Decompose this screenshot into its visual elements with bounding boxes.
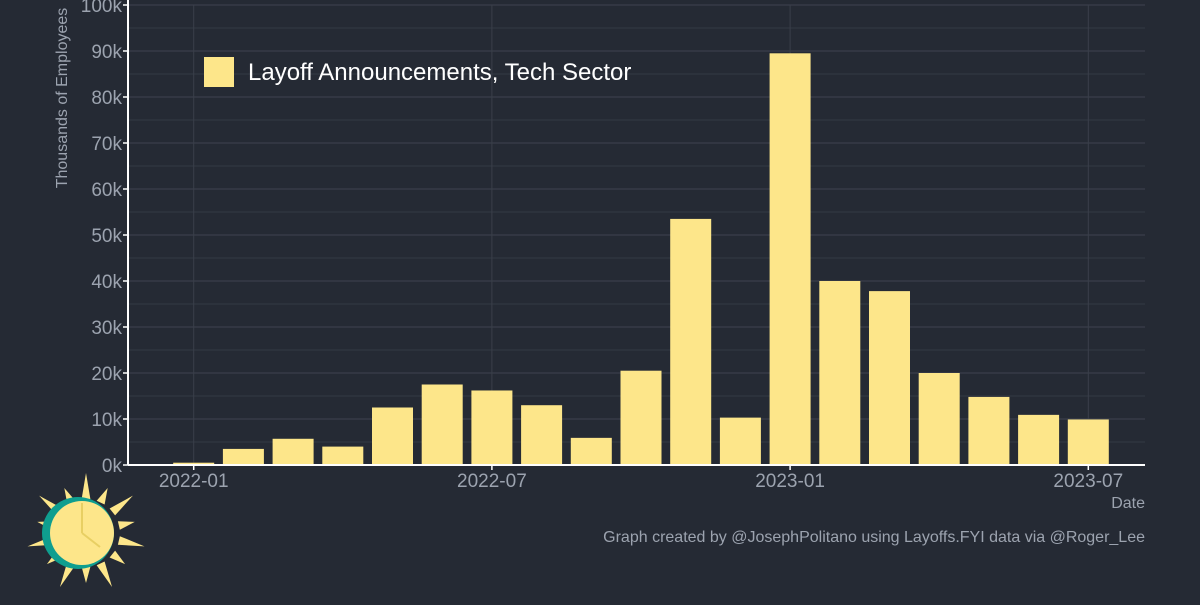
bar: [968, 396, 1010, 465]
sun-ray: [109, 495, 133, 516]
bar: [372, 407, 413, 465]
bar: [570, 437, 612, 465]
y-tick-label: 60k: [91, 180, 122, 201]
sun-logo-icon: [27, 473, 145, 588]
sun-ray: [96, 561, 113, 588]
legend-swatch: [204, 57, 234, 87]
sun-ray: [81, 566, 91, 583]
bar: [173, 462, 215, 465]
y-axis-label: Thousands of Employees: [54, 8, 71, 189]
bar: [322, 446, 364, 465]
bar: [819, 281, 861, 465]
bar: [471, 390, 513, 465]
bar: [421, 384, 463, 465]
sun-ray: [117, 536, 145, 547]
sun-ray: [96, 487, 108, 505]
bars-layer: [173, 53, 1109, 466]
logo-clock-hand: [81, 503, 101, 548]
y-tick-label: 70k: [91, 134, 122, 155]
y-tick-label: 100k: [81, 0, 123, 17]
bar: [1018, 414, 1060, 465]
sun-ray: [109, 550, 126, 565]
y-tick-label: 0k: [102, 456, 123, 477]
bar: [620, 370, 662, 465]
bar: [869, 291, 910, 465]
legend-label: Layoff Announcements, Tech Sector: [248, 59, 631, 86]
grid-layer: [128, 4, 1145, 466]
bar: [222, 448, 264, 465]
sun-ray: [117, 521, 135, 530]
y-tick-label: 80k: [91, 88, 122, 109]
x-tick-label: 2022-07: [457, 471, 527, 492]
y-tick-label: 90k: [91, 42, 122, 63]
labels-layer: 0k 10k 20k 30k 40k 50k 60k 70k 80k 90k 100k 2022-01…: [81, 0, 1123, 492]
y-tick-label: 40k: [91, 272, 122, 293]
x-tick-label: 2022-01: [159, 471, 229, 492]
bar: [272, 438, 314, 465]
credit-annotation: Graph created by @JosephPolitano using L…: [603, 529, 1145, 546]
x-tick-label: 2023-01: [755, 471, 825, 492]
bar: [918, 373, 960, 465]
x-tick-label: 2023-07: [1053, 471, 1123, 492]
bar: [670, 218, 712, 465]
axes-layer: [123, 0, 1145, 470]
bar: [719, 417, 761, 465]
legend: Layoff Announcements, Tech Sector: [204, 57, 631, 87]
bar: [521, 405, 563, 465]
bar: [769, 53, 811, 466]
y-tick-label: 50k: [91, 226, 122, 247]
y-tick-label: 20k: [91, 364, 122, 385]
y-tick-label: 30k: [91, 318, 122, 339]
x-axis-label: Date: [1111, 495, 1145, 512]
sun-ray: [81, 473, 91, 500]
y-tick-label: 10k: [91, 410, 122, 431]
bar: [1067, 419, 1109, 465]
